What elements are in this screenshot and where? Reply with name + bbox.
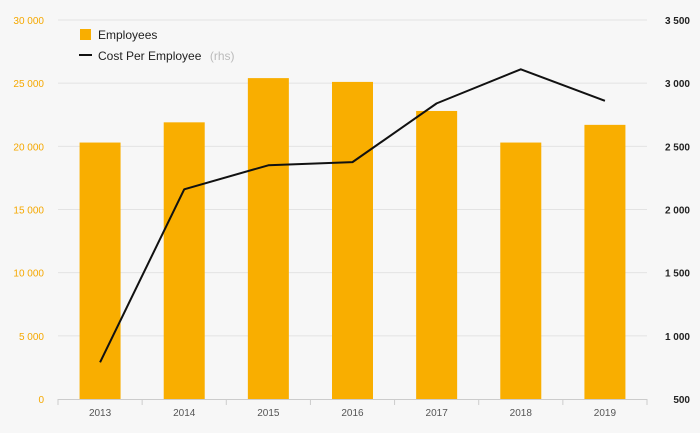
- bar-2016: [332, 81, 373, 400]
- legend-swatch-employees: [80, 29, 91, 40]
- legend: Employees Cost Per Employee (rhs): [79, 28, 235, 64]
- y-right-tick-label: 2 500: [665, 142, 690, 153]
- y-left-tick-label: 25 000: [13, 79, 44, 90]
- bar-2018: [500, 142, 542, 399]
- bar-2014: [163, 122, 205, 399]
- y-axis-left: 0 5 000 10 000 15 000 20 000 25 000 30 000: [13, 16, 44, 406]
- bar-2017: [416, 110, 458, 400]
- y-right-tick-label: 2 000: [665, 206, 690, 217]
- y-right-tick-label: 3 500: [665, 16, 690, 27]
- legend-label-cost-per-employee: Cost Per Employee (rhs): [98, 47, 235, 64]
- y-right-tick-label: 500: [673, 395, 690, 406]
- y-right-tick-label: 1 000: [665, 332, 690, 343]
- x-tick-label: 2016: [341, 408, 364, 419]
- bar-2013: [79, 142, 121, 399]
- y-left-tick-label: 5 000: [19, 332, 44, 343]
- line-series: [99, 68, 606, 363]
- y-left-tick-label: 0: [38, 395, 44, 406]
- y-left-tick-label: 30 000: [13, 16, 44, 27]
- y-right-tick-label: 1 500: [665, 269, 690, 280]
- x-tick-label: 2014: [173, 408, 196, 419]
- bar-2015: [247, 78, 289, 399]
- bar-series: [79, 78, 626, 400]
- y-left-tick-label: 10 000: [13, 269, 44, 280]
- x-axis: 2013 2014 2015 2016 2017 2018 2019: [57, 399, 648, 419]
- y-left-tick-label: 20 000: [13, 142, 44, 153]
- x-tick-label: 2013: [89, 408, 112, 419]
- y-left-tick-label: 15 000: [13, 206, 44, 217]
- x-tick-label: 2018: [510, 408, 533, 419]
- x-tick-label: 2017: [426, 408, 449, 419]
- y-right-tick-label: 3 000: [665, 79, 690, 90]
- legend-label-employees: Employees: [98, 28, 157, 42]
- bar-2019: [584, 124, 626, 400]
- x-tick-label: 2019: [594, 408, 617, 419]
- y-axis-right: 500 1 000 1 500 2 000 2 500 3 000 3 500: [665, 16, 690, 406]
- x-tick-label: 2015: [257, 408, 280, 419]
